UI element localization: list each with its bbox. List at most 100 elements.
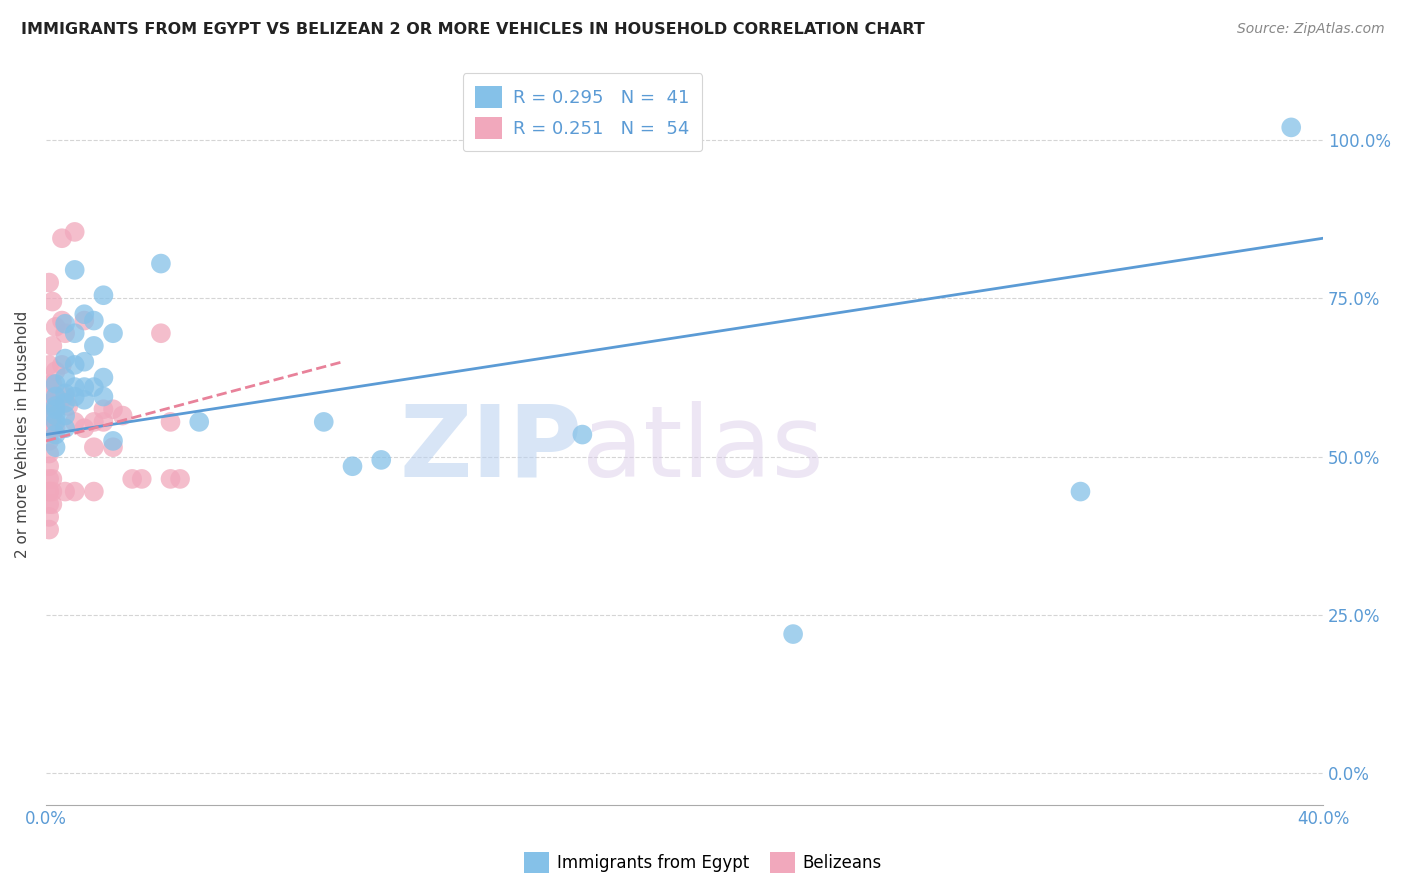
Point: [58, 399, 80, 413]
Point: [45, 399, 67, 413]
Point: [45, 415, 67, 429]
Point: [83, 380, 105, 394]
Point: [51, 231, 73, 245]
Point: [45, 402, 67, 417]
Point: [38, 446, 60, 460]
Point: [342, 459, 364, 474]
Point: [45, 376, 67, 391]
Point: [53, 484, 76, 499]
Point: [38, 409, 60, 423]
Point: [1069, 484, 1091, 499]
Point: [38, 358, 60, 372]
Point: [73, 355, 96, 369]
Point: [45, 319, 67, 334]
Point: [93, 370, 115, 384]
Point: [41, 484, 63, 499]
Text: IMMIGRANTS FROM EGYPT VS BELIZEAN 2 OR MORE VEHICLES IN HOUSEHOLD CORRELATION CH: IMMIGRANTS FROM EGYPT VS BELIZEAN 2 OR M…: [21, 22, 925, 37]
Text: atlas: atlas: [582, 401, 824, 498]
Point: [41, 339, 63, 353]
Point: [38, 497, 60, 511]
Point: [38, 509, 60, 524]
Point: [149, 256, 172, 270]
Point: [188, 415, 211, 429]
Point: [131, 472, 153, 486]
Point: [370, 453, 392, 467]
Point: [38, 523, 60, 537]
Text: ZIP: ZIP: [399, 401, 582, 498]
Point: [1279, 120, 1302, 135]
Point: [63, 326, 86, 341]
Point: [63, 390, 86, 404]
Legend: Immigrants from Egypt, Belizeans: Immigrants from Egypt, Belizeans: [517, 846, 889, 880]
Point: [73, 421, 96, 435]
Point: [45, 390, 67, 404]
Point: [149, 326, 172, 341]
Y-axis label: 2 or more Vehicles in Household: 2 or more Vehicles in Household: [15, 311, 30, 558]
Point: [73, 380, 96, 394]
Point: [53, 421, 76, 435]
Point: [159, 415, 181, 429]
Point: [53, 390, 76, 404]
Point: [101, 440, 124, 454]
Point: [38, 421, 60, 435]
Point: [51, 313, 73, 327]
Point: [45, 390, 67, 404]
Point: [41, 294, 63, 309]
Point: [53, 326, 76, 341]
Point: [53, 396, 76, 410]
Point: [41, 421, 63, 435]
Point: [121, 472, 143, 486]
Point: [41, 472, 63, 486]
Point: [41, 409, 63, 423]
Point: [45, 440, 67, 454]
Point: [53, 317, 76, 331]
Point: [38, 396, 60, 410]
Point: [73, 307, 96, 321]
Point: [45, 427, 67, 442]
Point: [782, 627, 804, 641]
Point: [101, 434, 124, 448]
Point: [53, 386, 76, 401]
Point: [159, 472, 181, 486]
Point: [45, 409, 67, 423]
Point: [53, 351, 76, 366]
Legend: R = 0.295   N =  41, R = 0.251   N =  54: R = 0.295 N = 41, R = 0.251 N = 54: [463, 73, 702, 152]
Point: [45, 421, 67, 435]
Point: [571, 427, 593, 442]
Point: [38, 459, 60, 474]
Point: [53, 409, 76, 423]
Point: [83, 313, 105, 327]
Point: [53, 370, 76, 384]
Point: [51, 358, 73, 372]
Point: [63, 415, 86, 429]
Point: [169, 472, 191, 486]
Point: [63, 358, 86, 372]
Point: [101, 402, 124, 417]
Point: [41, 376, 63, 391]
Point: [93, 402, 115, 417]
Point: [73, 313, 96, 327]
Point: [83, 339, 105, 353]
Point: [111, 409, 134, 423]
Text: Source: ZipAtlas.com: Source: ZipAtlas.com: [1237, 22, 1385, 37]
Point: [83, 484, 105, 499]
Point: [73, 392, 96, 407]
Point: [63, 380, 86, 394]
Point: [41, 497, 63, 511]
Point: [38, 484, 60, 499]
Point: [63, 263, 86, 277]
Point: [63, 225, 86, 239]
Point: [41, 396, 63, 410]
Point: [93, 415, 115, 429]
Point: [101, 326, 124, 341]
Point: [38, 472, 60, 486]
Point: [38, 434, 60, 448]
Point: [83, 440, 105, 454]
Point: [312, 415, 335, 429]
Point: [38, 376, 60, 391]
Point: [45, 364, 67, 378]
Point: [63, 484, 86, 499]
Point: [93, 390, 115, 404]
Point: [38, 484, 60, 499]
Point: [83, 415, 105, 429]
